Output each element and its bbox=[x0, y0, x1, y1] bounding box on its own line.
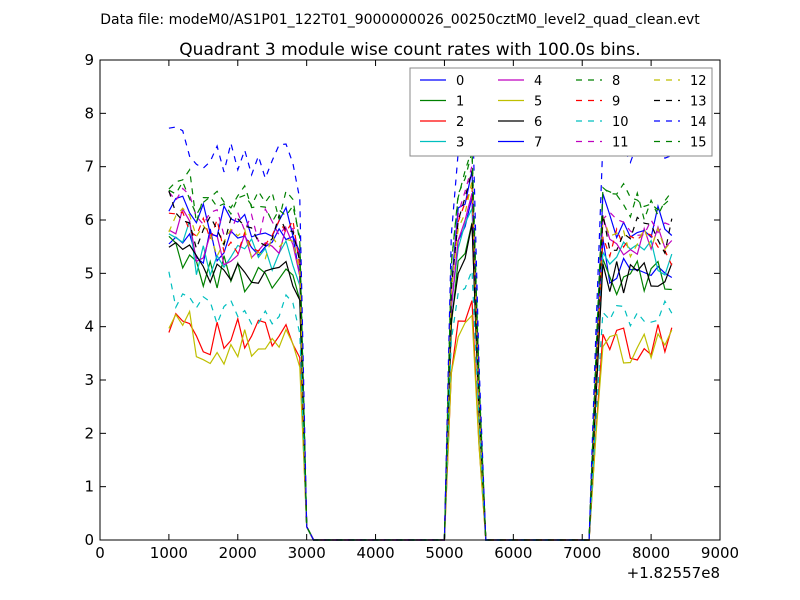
series-line-14 bbox=[168, 91, 673, 541]
ticks-layer: 0 1000 2000 3000 4000 5000 6000 7000 8000 9000012… bbox=[84, 51, 739, 562]
series-line-8 bbox=[168, 149, 673, 541]
x-tick-label: 0 bbox=[95, 544, 105, 562]
x-tick-label: 9000 bbox=[701, 544, 739, 562]
legend-label: 2 bbox=[456, 115, 464, 130]
legend-label: 3 bbox=[456, 136, 464, 151]
legend-label: 10 bbox=[612, 115, 629, 130]
chart-title: Quadrant 3 module wise count rates with … bbox=[179, 40, 640, 60]
legend-label: 0 bbox=[456, 74, 464, 89]
y-tick-label: 7 bbox=[84, 158, 94, 176]
legend-label: 5 bbox=[534, 95, 542, 110]
y-tick-label: 9 bbox=[84, 51, 94, 69]
legend-label: 9 bbox=[612, 95, 620, 110]
legend-label: 15 bbox=[690, 136, 707, 151]
y-tick-label: 8 bbox=[84, 104, 94, 122]
x-offset-label: +1.82557e8 bbox=[627, 564, 720, 582]
y-tick-label: 6 bbox=[84, 211, 94, 229]
legend-label: 7 bbox=[534, 136, 542, 151]
x-tick-label: 8000 bbox=[632, 544, 670, 562]
x-tick-label: 3000 bbox=[288, 544, 326, 562]
legend-label: 8 bbox=[612, 74, 620, 89]
legend-label: 13 bbox=[690, 95, 707, 110]
y-tick-label: 0 bbox=[84, 531, 94, 549]
legend-label: 6 bbox=[534, 115, 542, 130]
x-tick-label: 6000 bbox=[494, 544, 532, 562]
x-tick-label: 1000 bbox=[150, 544, 188, 562]
y-tick-label: 3 bbox=[84, 371, 94, 389]
series-layer bbox=[168, 91, 673, 541]
y-tick-label: 2 bbox=[84, 424, 94, 442]
y-tick-label: 4 bbox=[84, 318, 94, 336]
x-tick-label: 4000 bbox=[356, 544, 394, 562]
legend-label: 4 bbox=[534, 74, 542, 89]
legend-box bbox=[409, 67, 713, 157]
x-tick-label: 2000 bbox=[219, 544, 257, 562]
x-tick-label: 7000 bbox=[563, 544, 601, 562]
x-tick-label: 5000 bbox=[425, 544, 463, 562]
axes-frame bbox=[99, 59, 721, 541]
y-tick-label: 5 bbox=[84, 264, 94, 282]
figure-suptitle: Data file: modeM0/AS1P01_122T01_90000000… bbox=[100, 12, 700, 28]
legend-label: 14 bbox=[690, 115, 707, 130]
legend-label: 11 bbox=[612, 136, 629, 151]
legend-label: 12 bbox=[690, 74, 707, 89]
y-tick-label: 1 bbox=[84, 478, 94, 496]
legend-label: 1 bbox=[456, 95, 464, 110]
